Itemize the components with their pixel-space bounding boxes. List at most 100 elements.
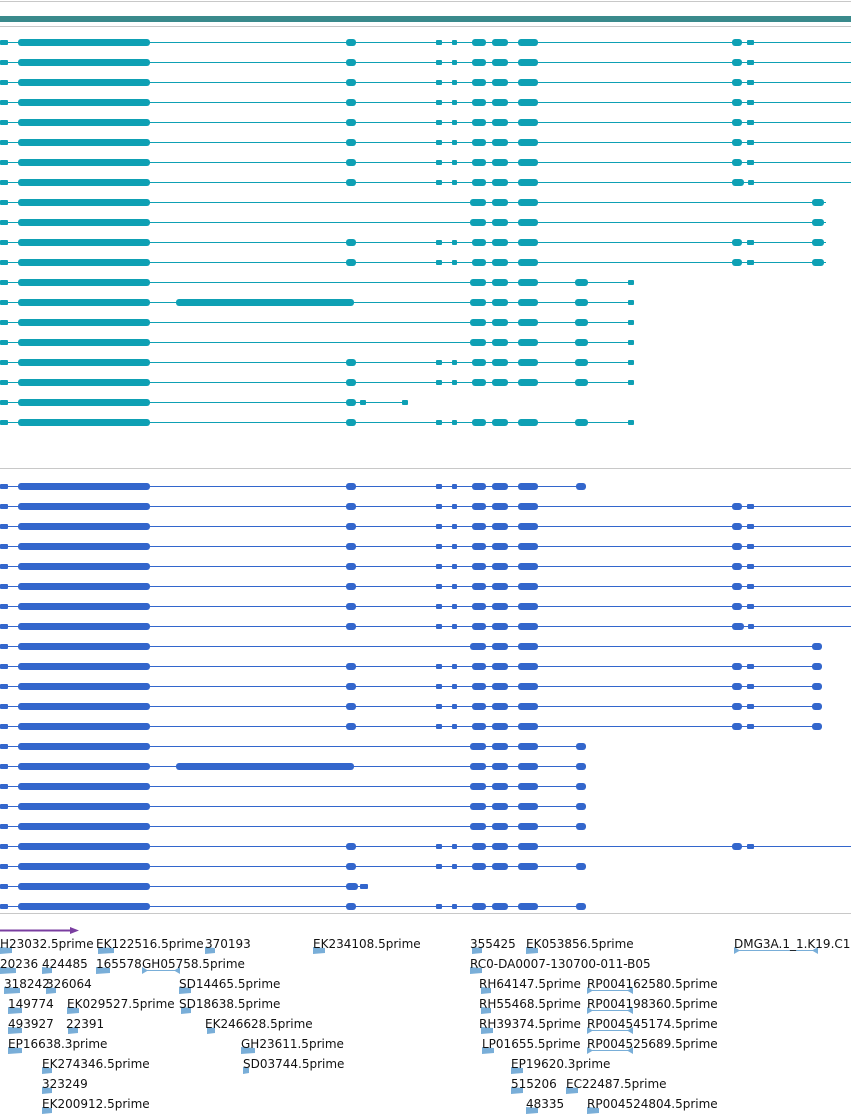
transcript-blue-4-exon-9[interactable] <box>747 544 754 549</box>
transcript-blue-3-exon-2[interactable] <box>346 523 356 530</box>
transcript-teal-11-exon-9[interactable] <box>747 240 754 245</box>
est-marker-head[interactable] <box>627 987 633 994</box>
est-label[interactable]: LP01655.5prime <box>482 1037 581 1051</box>
transcript-teal-6-exon-3[interactable] <box>436 140 442 145</box>
est-label[interactable]: EC22487.5prime <box>566 1077 667 1091</box>
transcript-teal-16-exon-0[interactable] <box>0 340 8 345</box>
transcript-blue-17-exon-0[interactable] <box>0 804 8 809</box>
transcript-blue-11-exon-6[interactable] <box>492 683 508 690</box>
transcript-blue-2-exon-5[interactable] <box>472 503 486 510</box>
transcript-teal-1-exon-8[interactable] <box>732 39 742 46</box>
transcript-blue-11-exon-0[interactable] <box>0 684 8 689</box>
transcript-blue-19-exon-0[interactable] <box>0 844 8 849</box>
transcript-teal-1-exon-9[interactable] <box>747 40 754 45</box>
transcript-blue-3-exon-8[interactable] <box>732 523 742 530</box>
est-marker[interactable] <box>4 987 20 994</box>
transcript-teal-10-exon-5[interactable] <box>812 219 824 226</box>
transcript-teal-3-exon-2[interactable] <box>346 79 356 86</box>
est-label[interactable]: EK234108.5prime <box>313 937 421 951</box>
transcript-blue-9-exon-5[interactable] <box>812 643 822 650</box>
est-label[interactable]: 318242 <box>4 977 50 991</box>
transcript-blue-22-exon-6[interactable] <box>492 903 508 910</box>
transcript-teal-12-exon-2[interactable] <box>346 259 356 266</box>
transcript-blue-13-exon-10[interactable] <box>812 723 822 730</box>
transcript-teal-5-exon-8[interactable] <box>732 119 742 126</box>
transcript-teal-1-exon-5[interactable] <box>472 39 486 46</box>
est-marker[interactable] <box>42 1067 52 1074</box>
transcript-blue-11-exon-7[interactable] <box>518 683 538 690</box>
transcript-blue-4-exon-3[interactable] <box>436 544 442 549</box>
transcript-blue-22-exon-4[interactable] <box>452 904 457 909</box>
transcript-teal-6-exon-0[interactable] <box>0 140 8 145</box>
transcript-blue-13-exon-2[interactable] <box>346 723 356 730</box>
transcript-teal-7-exon-3[interactable] <box>436 160 442 165</box>
transcript-blue-18-exon-3[interactable] <box>492 823 508 830</box>
transcript-blue-15-exon-3[interactable] <box>470 763 486 770</box>
transcript-teal-5-exon-6[interactable] <box>492 119 508 126</box>
transcript-teal-3-exon-6[interactable] <box>492 79 508 86</box>
transcript-blue-17-exon-1[interactable] <box>18 803 150 810</box>
est-label[interactable]: RC0-DA0007-130700-011-B05 <box>470 957 651 971</box>
transcript-blue-3-exon-4[interactable] <box>452 524 457 529</box>
transcript-teal-19-exon-3[interactable] <box>360 400 366 405</box>
transcript-teal-20-exon-5[interactable] <box>472 419 486 426</box>
transcript-blue-2-exon-8[interactable] <box>732 503 742 510</box>
transcript-blue-1-exon-7[interactable] <box>518 483 538 490</box>
transcript-teal-10-exon-0[interactable] <box>0 220 8 225</box>
transcript-teal-8-exon-9[interactable] <box>748 180 754 185</box>
transcript-blue-11-exon-8[interactable] <box>732 683 742 690</box>
transcript-teal-1-exon-0[interactable] <box>0 40 8 45</box>
transcript-teal-14-exon-4[interactable] <box>492 299 508 306</box>
est-marker[interactable] <box>179 987 191 994</box>
transcript-blue-10-exon-6[interactable] <box>492 663 508 670</box>
transcript-blue-7-exon-7[interactable] <box>518 603 538 610</box>
transcript-teal-7-exon-0[interactable] <box>0 160 8 165</box>
transcript-blue-11-exon-3[interactable] <box>436 684 442 689</box>
transcript-teal-5-exon-3[interactable] <box>436 120 442 125</box>
transcript-blue-7-exon-3[interactable] <box>436 604 442 609</box>
transcript-blue-1-exon-8[interactable] <box>576 483 586 490</box>
transcript-blue-12-exon-5[interactable] <box>472 703 486 710</box>
transcript-teal-11-exon-2[interactable] <box>346 239 356 246</box>
transcript-teal-4-exon-1[interactable] <box>18 99 150 106</box>
transcript-teal-8-exon-3[interactable] <box>436 180 442 185</box>
transcript-teal-20-exon-2[interactable] <box>346 419 356 426</box>
transcript-blue-13-exon-8[interactable] <box>732 723 742 730</box>
transcript-teal-19-exon-1[interactable] <box>18 399 150 406</box>
transcript-blue-13-exon-4[interactable] <box>452 724 457 729</box>
est-marker[interactable] <box>67 1007 79 1014</box>
transcript-blue-10-exon-2[interactable] <box>346 663 356 670</box>
transcript-teal-18-exon-7[interactable] <box>518 379 538 386</box>
est-marker[interactable] <box>0 967 16 974</box>
transcript-blue-2-exon-7[interactable] <box>518 503 538 510</box>
est-label[interactable]: 323249 <box>42 1077 88 1091</box>
transcript-blue-18-exon-0[interactable] <box>0 824 8 829</box>
transcript-teal-17-exon-8[interactable] <box>575 359 588 366</box>
transcript-teal-7-exon-8[interactable] <box>732 159 742 166</box>
transcript-teal-13-exon-3[interactable] <box>492 279 508 286</box>
est-label[interactable]: EP19620.3prime <box>511 1057 611 1071</box>
transcript-teal-12-exon-8[interactable] <box>732 259 742 266</box>
transcript-blue-2-exon-2[interactable] <box>346 503 356 510</box>
transcript-blue-11-exon-1[interactable] <box>18 683 150 690</box>
transcript-blue-10-exon-0[interactable] <box>0 664 8 669</box>
est-marker-head[interactable] <box>627 1027 633 1034</box>
transcript-teal-20-exon-6[interactable] <box>492 419 508 426</box>
transcript-teal-16-exon-4[interactable] <box>518 339 538 346</box>
transcript-blue-10-exon-8[interactable] <box>732 663 742 670</box>
transcript-blue-5-exon-6[interactable] <box>492 563 508 570</box>
est-marker[interactable] <box>472 947 482 954</box>
transcript-blue-2-exon-4[interactable] <box>452 504 457 509</box>
transcript-teal-13-exon-1[interactable] <box>18 279 150 286</box>
transcript-teal-17-exon-2[interactable] <box>346 359 356 366</box>
transcript-teal-8-exon-2[interactable] <box>346 179 356 186</box>
est-marker[interactable] <box>243 1067 249 1074</box>
transcript-blue-1-exon-1[interactable] <box>18 483 150 490</box>
est-label[interactable]: SD03744.5prime <box>243 1057 345 1071</box>
transcript-blue-12-exon-7[interactable] <box>518 703 538 710</box>
transcript-blue-4-exon-5[interactable] <box>472 543 486 550</box>
transcript-blue-22-exon-2[interactable] <box>346 903 356 910</box>
transcript-teal-17-exon-3[interactable] <box>436 360 442 365</box>
est-label[interactable]: RP004198360.5prime <box>587 997 718 1011</box>
transcript-teal-13-exon-0[interactable] <box>0 280 8 285</box>
